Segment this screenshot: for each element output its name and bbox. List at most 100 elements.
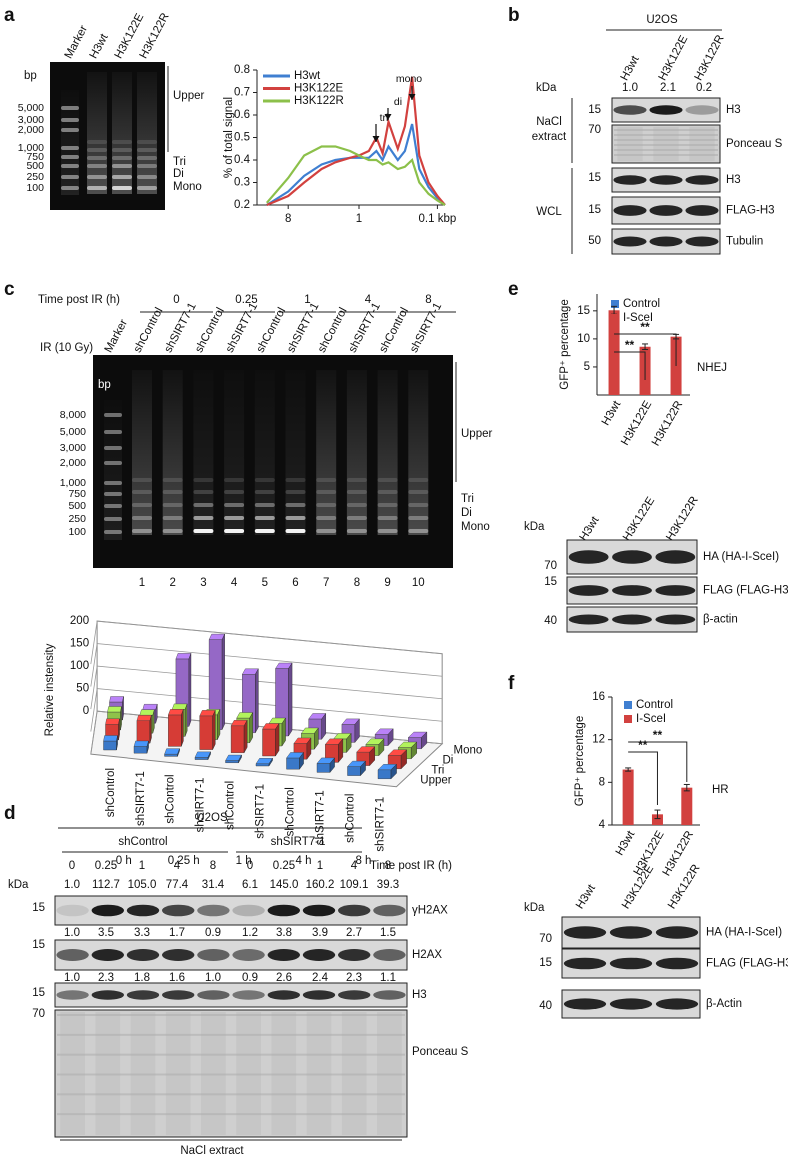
gel-band xyxy=(254,503,275,507)
time-label: 0 xyxy=(173,294,179,306)
blot-band xyxy=(613,175,647,185)
blot-band xyxy=(162,949,195,961)
gel-band xyxy=(104,413,122,417)
gel-band xyxy=(104,430,122,434)
panel-letter: b xyxy=(508,5,520,26)
ratio: 1.6 xyxy=(169,972,185,984)
size-marker: 100 xyxy=(26,182,44,194)
gel-band xyxy=(132,529,152,533)
bar-side xyxy=(212,710,216,750)
gel-band xyxy=(61,128,79,132)
assay-label: NHEJ xyxy=(697,362,727,374)
gel-band xyxy=(408,529,429,533)
blot-lane xyxy=(95,1012,121,1135)
y-tick-label: 0.3 xyxy=(234,177,250,189)
bar-top xyxy=(133,740,149,747)
gel-band xyxy=(193,490,214,494)
size-marker: 250 xyxy=(26,171,44,183)
grid-line xyxy=(90,620,443,665)
blot-lane xyxy=(341,1012,367,1135)
ratio: 0.9 xyxy=(242,972,258,984)
gel-smear xyxy=(137,72,157,194)
gel-band xyxy=(112,148,132,152)
blot-label: β-actin xyxy=(703,614,738,626)
time-label: 0.25 xyxy=(235,294,257,306)
intensity: 145.0 xyxy=(270,879,299,891)
y-tick-label: 4 xyxy=(599,819,606,831)
gel-band xyxy=(61,186,79,190)
gel-smear xyxy=(193,370,214,535)
blot-band xyxy=(563,998,607,1010)
group-label: shSIRT7-1 xyxy=(271,836,326,848)
bar-side xyxy=(249,711,253,744)
gel-band xyxy=(137,156,157,160)
grid-line xyxy=(90,710,443,755)
gel-band xyxy=(408,490,429,494)
blot-band xyxy=(267,904,300,917)
ratio: 1.2 xyxy=(242,927,258,939)
gel-band xyxy=(254,529,275,533)
gel-band xyxy=(285,516,306,520)
error-bar xyxy=(625,767,632,772)
panel-letter: a xyxy=(4,5,15,26)
bar-3d xyxy=(225,754,242,764)
gel-band xyxy=(285,529,306,533)
gel-smear xyxy=(104,400,122,540)
blot-band xyxy=(373,904,406,917)
blot-stain xyxy=(57,1073,405,1076)
band-label: Di xyxy=(173,168,184,180)
blot-band xyxy=(162,904,195,917)
size-marker: 250 xyxy=(68,513,86,525)
gel-band xyxy=(285,478,306,482)
mw-label: 15 xyxy=(544,576,557,588)
blot-lane xyxy=(60,1012,85,1135)
legend-swatch xyxy=(611,314,619,322)
gel-band xyxy=(346,516,367,520)
bar-side xyxy=(149,715,152,744)
blot-band xyxy=(91,990,124,1000)
bar-top xyxy=(164,748,180,755)
intensity: 1.0 xyxy=(64,879,80,891)
bar-front xyxy=(286,757,300,770)
y-tick-label: 8 xyxy=(599,776,605,788)
bar-side xyxy=(360,760,366,777)
ratio: 0.2 xyxy=(696,82,712,94)
mw-label: 15 xyxy=(32,939,45,951)
axis-title: Time post IR (h) xyxy=(370,860,452,872)
legend-label: H3K122R xyxy=(294,95,344,107)
size-marker: 100 xyxy=(68,526,86,538)
lane-label: H3K122R xyxy=(693,33,727,83)
lane-number: 9 xyxy=(384,577,390,589)
mw-label: 15 xyxy=(539,957,552,969)
intensity: 105.0 xyxy=(128,879,157,891)
gel-band xyxy=(137,164,157,168)
bar-top xyxy=(136,715,152,721)
cell-line: U2OS xyxy=(646,14,678,26)
blot-band xyxy=(91,904,124,917)
intensity: 160.2 xyxy=(306,879,335,891)
bar-side xyxy=(387,728,394,747)
ratio: 1.0 xyxy=(64,927,80,939)
ratio: 2.3 xyxy=(98,972,114,984)
bar-front xyxy=(133,746,148,754)
gel-band xyxy=(61,118,79,122)
x-tick-label: shControl xyxy=(165,774,177,823)
ratio: 3.3 xyxy=(134,927,150,939)
series-label: Di xyxy=(442,754,453,766)
bar-3d xyxy=(194,751,211,760)
bar-side xyxy=(188,653,192,727)
lane-label: shSIRT7-1 xyxy=(285,301,321,355)
gel-band xyxy=(162,516,183,520)
gel-band xyxy=(112,186,132,190)
ratio: 3.8 xyxy=(276,927,292,939)
lane-label: Marker xyxy=(103,317,130,354)
lane-label: shControl xyxy=(193,306,227,355)
size-marker: 500 xyxy=(68,500,86,512)
lane-label: shControl xyxy=(132,306,166,355)
bar-side xyxy=(118,718,120,741)
blot-band xyxy=(612,614,652,625)
gel-band xyxy=(132,478,152,482)
group-label: NaCl extract xyxy=(180,1145,244,1157)
blot-band xyxy=(568,614,609,625)
x-tick-label: shSIRT7-1 xyxy=(315,790,327,845)
